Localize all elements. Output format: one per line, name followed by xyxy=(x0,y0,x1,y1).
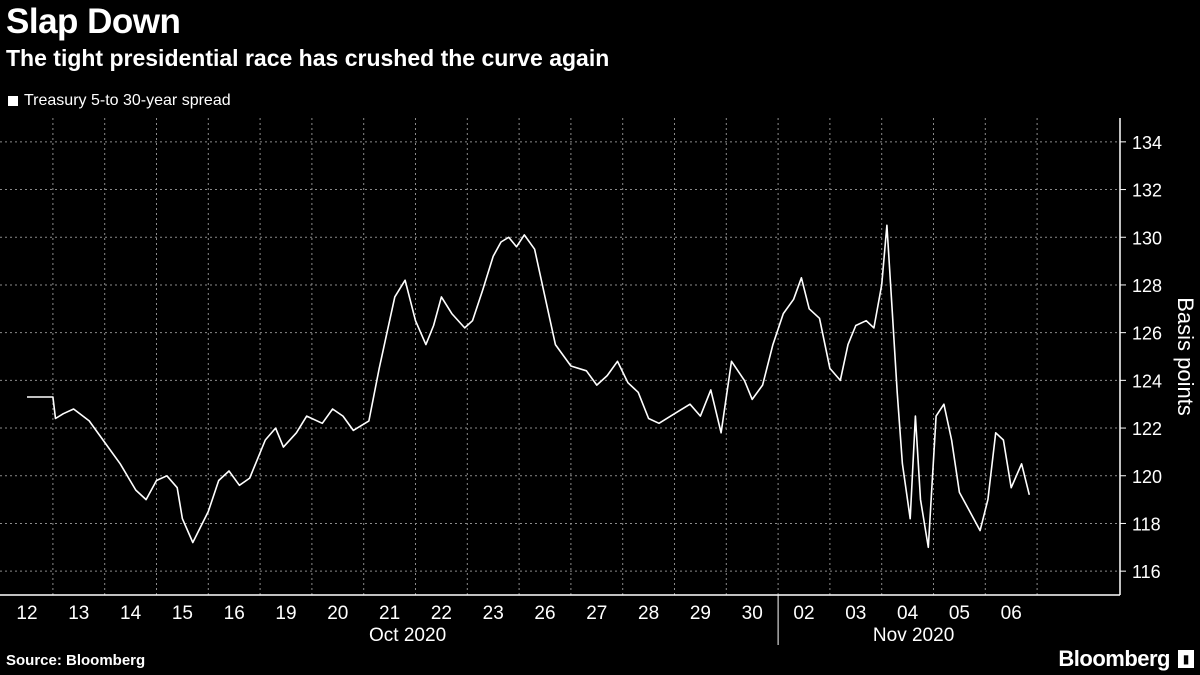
x-tick-label: 16 xyxy=(224,603,245,624)
x-tick-label: 23 xyxy=(483,603,504,624)
y-tick-label: 120 xyxy=(1132,467,1162,487)
x-tick-label: 02 xyxy=(793,603,814,624)
legend-label: Treasury 5-to 30-year spread xyxy=(24,92,231,109)
y-tick-label: 116 xyxy=(1132,562,1161,582)
x-tick-label: 26 xyxy=(534,603,555,624)
x-tick-label: 03 xyxy=(845,603,866,624)
x-tick-label: 06 xyxy=(1001,603,1022,624)
x-tick-label: 04 xyxy=(897,603,919,624)
chart-menu-icon[interactable]: ▮ xyxy=(1178,650,1194,668)
brand-logo: Bloomberg xyxy=(1058,646,1170,671)
y-axis-title: Basis points xyxy=(1173,297,1198,416)
x-tick-label: 27 xyxy=(586,603,607,624)
x-tick-label: 19 xyxy=(275,603,296,624)
legend-swatch xyxy=(8,96,18,106)
chart-subtitle: The tight presidential race has crushed … xyxy=(6,45,610,71)
month-label-nov: Nov 2020 xyxy=(873,625,954,646)
y-tick-label: 132 xyxy=(1132,181,1162,201)
x-tick-label: 21 xyxy=(379,603,400,624)
x-tick-label: 13 xyxy=(68,603,89,624)
source-note: Source: Bloomberg xyxy=(6,652,146,669)
y-tick-label: 118 xyxy=(1132,514,1161,534)
y-tick-label: 126 xyxy=(1132,324,1162,344)
legend: Treasury 5-to 30-year spread xyxy=(8,92,231,110)
series-line xyxy=(27,224,1031,549)
x-tick-label: 30 xyxy=(742,603,763,624)
x-tick-label: 15 xyxy=(172,603,193,624)
y-tick-label: 134 xyxy=(1132,133,1162,153)
x-tick-label: 14 xyxy=(120,603,142,624)
y-tick-label: 128 xyxy=(1132,276,1162,296)
x-tick-label: 05 xyxy=(949,603,970,624)
y-tick-label: 124 xyxy=(1132,371,1162,391)
x-tick-label: 29 xyxy=(690,603,711,624)
y-tick-label: 130 xyxy=(1132,228,1162,248)
x-tick-label: 22 xyxy=(431,603,452,624)
y-tick-label: 122 xyxy=(1132,419,1162,439)
x-tick-label: 28 xyxy=(638,603,659,624)
month-label-oct: Oct 2020 xyxy=(369,625,446,646)
x-tick-label: 12 xyxy=(16,603,37,624)
x-tick-label: 20 xyxy=(327,603,348,624)
chart-title: Slap Down xyxy=(6,2,181,41)
